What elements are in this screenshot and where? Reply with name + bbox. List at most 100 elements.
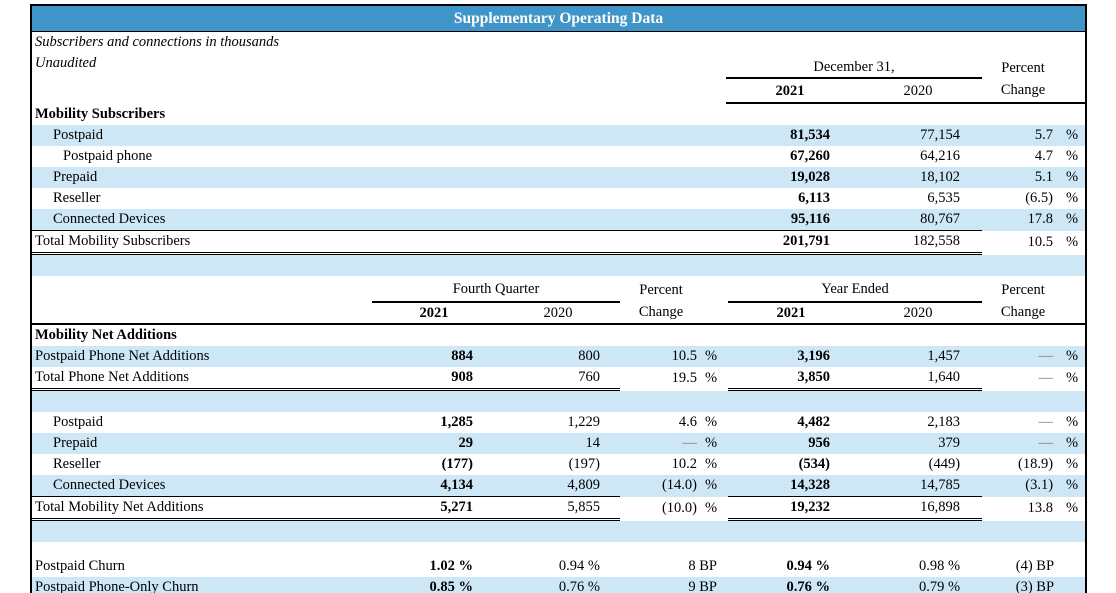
cell-label: Prepaid xyxy=(32,167,726,188)
row-prepaid-net-additions: Prepaid 29 14 — % 956 379 — % xyxy=(32,433,1086,454)
cell-ye-pct: (18.9) xyxy=(1017,456,1054,472)
percent-header: Percent xyxy=(1001,282,1045,298)
cell-2021: 81,534 xyxy=(726,125,854,146)
cell-2020: 77,154 xyxy=(854,125,983,146)
white-spacer-row xyxy=(32,542,1085,556)
cell-ye-2021: 3,850 xyxy=(728,367,855,391)
cell-2020: 80,767 xyxy=(854,209,983,231)
percent-sign: % xyxy=(702,475,729,497)
change-header: Change xyxy=(982,302,1065,325)
cell-fq-pct: (10.0) xyxy=(661,499,698,516)
row-postpaid-churn: Postpaid Churn 1.02 % 0.94 % 8 BP 0.94 %… xyxy=(32,556,1085,577)
section-title: Mobility Subscribers xyxy=(35,106,166,122)
percent-sign: % xyxy=(705,369,718,386)
change-header: Change xyxy=(620,302,703,325)
cell-ye-2020: 0.98 % xyxy=(918,558,961,574)
cell-pct-change: (6.5) xyxy=(1025,190,1054,206)
percent-sign: % xyxy=(1066,148,1079,164)
table-notes: Subscribers and connections in thousands… xyxy=(32,32,726,103)
table2-years-header-row: 2021 2020 Change 2021 2020 Change xyxy=(32,302,1086,325)
blue-spacer-row xyxy=(32,255,1085,276)
year-ended-header: Year Ended xyxy=(728,276,983,303)
table1-period-header-row: Subscribers and connections in thousands… xyxy=(32,32,1085,79)
mobility-subscribers-table: Subscribers and connections in thousands… xyxy=(32,32,1086,255)
cell-fq-2020: 0.76 % xyxy=(496,577,621,593)
cell-label: Connected Devices xyxy=(32,209,726,231)
section-title: Mobility Net Additions xyxy=(35,327,177,343)
cell-2020: 64,216 xyxy=(920,148,961,164)
cell-label: Postpaid xyxy=(32,125,726,146)
cell-fq-pct: 4.6 xyxy=(678,414,698,430)
spacer-cell xyxy=(1064,276,1085,302)
cell-label: Total Mobility Net Additions xyxy=(32,496,372,521)
cell-fq-pct: (14.0) xyxy=(620,475,703,497)
cell-pct-change: 10.5 xyxy=(1027,233,1054,250)
row-total-mobility-net-additions: Total Mobility Net Additions 5,271 5,855… xyxy=(32,496,1085,521)
row-total-mobility-subscribers: Total Mobility Subscribers 201,791 182,5… xyxy=(32,230,1085,255)
cell-ye-2020: 14,785 xyxy=(854,475,983,497)
table1-years-header-row: 2021 2020 Change xyxy=(32,78,1086,104)
cell-ye-2021: 0.94 % xyxy=(786,558,831,574)
spacer-cell xyxy=(702,276,728,302)
cell-ye-2020: 16,898 xyxy=(854,496,983,521)
row-connected-devices-net-additions: Connected Devices 4,134 4,809 (14.0) % 1… xyxy=(32,475,1086,497)
december-31-header: December 31, xyxy=(726,32,983,79)
cell-label: Postpaid phone xyxy=(63,148,153,164)
percent-sign: % xyxy=(702,433,729,454)
spacer-cell xyxy=(1064,32,1085,78)
cell-fq-pct: 10.2 xyxy=(671,456,698,472)
row-total-phone-net-additions: Total Phone Net Additions 908 760 19.5 %… xyxy=(32,367,1085,391)
spacer-cell xyxy=(32,276,372,325)
year-2020-header: 2020 xyxy=(854,78,983,104)
percent-header: Percent xyxy=(639,282,683,298)
cell-ye-2021: 956 xyxy=(728,433,855,454)
percent-sign: % xyxy=(705,456,718,472)
cell-fq-bp-change: 8 BP xyxy=(688,558,718,574)
spacer-cell xyxy=(1064,302,1086,325)
cell-fq-2021: 29 xyxy=(372,433,496,454)
cell-pct-change: 5.1 xyxy=(982,167,1065,188)
blue-spacer-row xyxy=(32,389,1086,412)
change-header: Change xyxy=(982,78,1065,104)
cell-fq-2021: 908 xyxy=(372,367,496,391)
cell-label: Postpaid xyxy=(53,414,103,430)
spacer-cell xyxy=(1064,78,1086,104)
row-reseller: Reseller 6,113 6,535 (6.5) % xyxy=(32,188,1085,209)
percent-sign: % xyxy=(705,414,718,430)
cell-fq-2020: 0.94 % xyxy=(558,558,601,574)
cell-ye-2021: 19,232 xyxy=(728,496,855,521)
percent-sign: % xyxy=(1066,414,1079,430)
cell-ye-2020: 2,183 xyxy=(927,414,961,430)
ye-2021-header: 2021 xyxy=(728,302,855,325)
cell-ye-2020: 1,457 xyxy=(854,346,983,367)
percent-sign: % xyxy=(702,346,729,367)
percent-sign: % xyxy=(1064,209,1086,231)
row-postpaid: Postpaid 81,534 77,154 5.7 % xyxy=(32,125,1086,146)
cell-fq-2020: 760 xyxy=(496,367,621,391)
cell-pct-change: 17.8 xyxy=(982,209,1065,231)
row-postpaid-net-additions: Postpaid 1,285 1,229 4.6 % 4,482 2,183 —… xyxy=(32,412,1085,433)
cell-fq-2021: 0.85 % xyxy=(372,577,496,593)
cell-label: Reseller xyxy=(53,456,101,472)
cell-fq-bp-change: 9 BP xyxy=(620,577,729,593)
cell-label: Postpaid Phone Net Additions xyxy=(32,346,372,367)
cell-pct-change: 4.7 xyxy=(1034,148,1054,164)
cell-fq-2021: 1.02 % xyxy=(429,558,474,574)
percent-sign: % xyxy=(1064,167,1086,188)
cell-fq-2020: (197) xyxy=(568,456,601,472)
spacer-cell xyxy=(702,302,729,325)
percent-sign: % xyxy=(1064,433,1086,454)
cell-fq-2020: 14 xyxy=(496,433,621,454)
cell-ye-2021: 14,328 xyxy=(728,475,855,497)
cell-label: Postpaid Phone-Only Churn xyxy=(32,577,372,593)
row-postpaid-phone-net-additions: Postpaid Phone Net Additions 884 800 10.… xyxy=(32,346,1086,367)
note-subscribers-units: Subscribers and connections in thousands xyxy=(35,34,280,50)
cell-pct-change: 5.7 xyxy=(982,125,1065,146)
percent-sign: % xyxy=(1064,125,1086,146)
cell-ye-2021: 0.76 % xyxy=(728,577,855,593)
cell-fq-2021: 884 xyxy=(372,346,496,367)
spacer-cell xyxy=(32,519,1086,542)
cell-fq-pct: 10.5 xyxy=(620,346,703,367)
percent-sign: % xyxy=(1064,475,1086,497)
cell-ye-pct: — xyxy=(1038,369,1054,386)
